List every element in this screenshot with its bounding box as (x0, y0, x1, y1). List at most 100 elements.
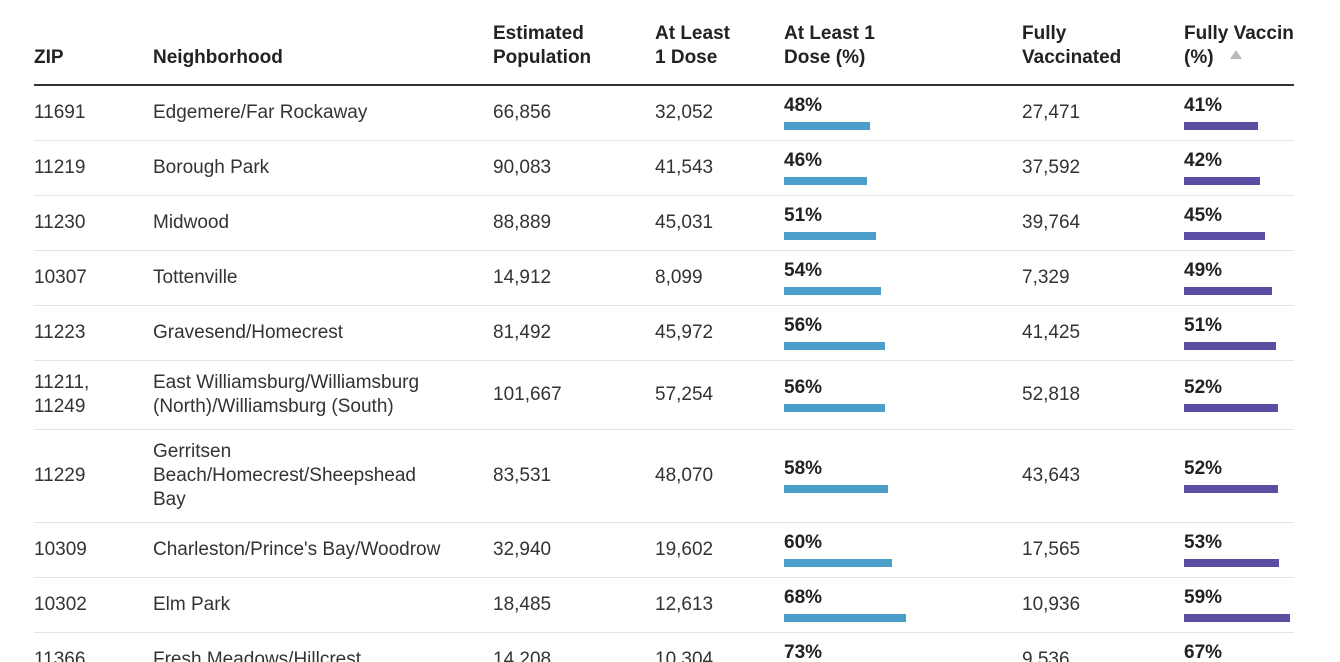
cell-population: 83,531 (493, 429, 655, 523)
cell-neighborhood: Tottenville (153, 250, 493, 306)
pct-label: 51% (784, 205, 823, 226)
cell-full-pct: 53% (1184, 522, 1294, 578)
cell-dose1-pct: 48% (784, 85, 1022, 141)
pct-bar (784, 122, 871, 130)
cell-dose1: 32,052 (655, 85, 784, 141)
pct-label: 48% (784, 95, 823, 116)
pct-label: 59% (1184, 587, 1223, 608)
cell-neighborhood: East Williamsburg/Williamsburg (North)/W… (153, 360, 493, 430)
table-row: 11230 Midwood 88,889 45,031 51% 39,764 45% (34, 195, 1294, 251)
cell-full-pct: 52% (1184, 429, 1294, 523)
cell-zip: 11219 (34, 140, 153, 196)
column-header: At Least 1 Dose (%) (784, 22, 1022, 86)
pct-bar (1184, 122, 1258, 130)
table-row: 10302 Elm Park 18,485 12,613 68% 10,936 59% (34, 577, 1294, 633)
table-body: 11691 Edgemere/Far Rockaway 66,856 32,052 48… (34, 85, 1294, 662)
cell-neighborhood: Elm Park (153, 577, 493, 633)
cell-population: 32,940 (493, 522, 655, 578)
cell-population: 14,912 (493, 250, 655, 306)
cell-zip: 11691 (34, 85, 153, 141)
cell-population: 90,083 (493, 140, 655, 196)
column-header-text: At Least 1 Dose (%) (784, 23, 875, 68)
cell-dose1: 45,031 (655, 195, 784, 251)
cell-dose1: 12,613 (655, 577, 784, 633)
column-header-text: Neighborhood (153, 47, 283, 68)
cell-full: 52,818 (1022, 360, 1184, 430)
pct-label: 46% (784, 150, 823, 171)
column-header: Neighborhood (153, 22, 493, 86)
cell-population: 88,889 (493, 195, 655, 251)
cell-dose1-pct: 56% (784, 305, 1022, 361)
cell-zip: 11366 (34, 632, 153, 662)
pct-label: 68% (784, 587, 823, 608)
pct-label: 52% (1184, 458, 1223, 479)
cell-dose1-pct: 73% (784, 632, 1022, 662)
cell-dose1: 10,304 (655, 632, 784, 662)
cell-neighborhood: Midwood (153, 195, 493, 251)
cell-full: 9,536 (1022, 632, 1184, 662)
column-header-text: Fully Vaccinated (1022, 23, 1122, 68)
pct-bar (784, 177, 867, 185)
cell-full: 41,425 (1022, 305, 1184, 361)
cell-neighborhood: Gerritsen Beach/Homecrest/Sheepshead Bay (153, 429, 493, 523)
sort-arrow (1229, 50, 1242, 59)
vaccination-table: ZIP Neighborhood Estimated Population At Le… (34, 22, 1294, 662)
cell-dose1-pct: 58% (784, 429, 1022, 523)
cell-full: 39,764 (1022, 195, 1184, 251)
cell-dose1-pct: 54% (784, 250, 1022, 306)
cell-full: 10,936 (1022, 577, 1184, 633)
cell-full-pct: 45% (1184, 195, 1294, 251)
cell-dose1-pct: 68% (784, 577, 1022, 633)
pct-label: 51% (1184, 315, 1223, 336)
cell-population: 81,492 (493, 305, 655, 361)
cell-full: 43,643 (1022, 429, 1184, 523)
cell-zip: 10302 (34, 577, 153, 633)
cell-full: 17,565 (1022, 522, 1184, 578)
pct-bar (784, 342, 885, 350)
table-row: 10309 Charleston/Prince's Bay/Woodrow 32,9… (34, 522, 1294, 578)
pct-label: 73% (784, 642, 823, 662)
cell-full-pct: 67% (1184, 632, 1294, 662)
pct-bar (784, 404, 885, 412)
pct-bar (1184, 404, 1278, 412)
pct-label: 56% (784, 315, 823, 336)
pct-label: 49% (1184, 260, 1223, 281)
cell-neighborhood: Gravesend/Homecrest (153, 305, 493, 361)
pct-bar (784, 287, 882, 295)
pct-label: 60% (784, 532, 823, 553)
pct-bar (1184, 342, 1276, 350)
cell-full-pct: 49% (1184, 250, 1294, 306)
pct-label: 53% (1184, 532, 1223, 553)
cell-population: 18,485 (493, 577, 655, 633)
cell-full: 37,592 (1022, 140, 1184, 196)
cell-zip: 10307 (34, 250, 153, 306)
cell-dose1-pct: 56% (784, 360, 1022, 430)
pct-bar (784, 614, 907, 622)
cell-neighborhood: Fresh Meadows/Hillcrest (153, 632, 493, 662)
table-row: 11211, 11249 East Williamsburg/Williamsbu… (34, 360, 1294, 430)
cell-full: 27,471 (1022, 85, 1184, 141)
table-row: 11229 Gerritsen Beach/Homecrest/Sheepshea… (34, 429, 1294, 523)
cell-zip: 10309 (34, 522, 153, 578)
cell-dose1: 48,070 (655, 429, 784, 523)
pct-bar (1184, 177, 1260, 185)
pct-label: 54% (784, 260, 823, 281)
cell-zip: 11230 (34, 195, 153, 251)
cell-full-pct: 52% (1184, 360, 1294, 430)
column-header-text: ZIP (34, 47, 64, 68)
header-row: ZIP Neighborhood Estimated Population At Le… (34, 22, 1294, 86)
cell-neighborhood: Edgemere/Far Rockaway (153, 85, 493, 141)
cell-full: 7,329 (1022, 250, 1184, 306)
column-header-text: Fully Vaccinated (%) (1184, 23, 1294, 68)
column-header: Fully Vaccinated (1022, 22, 1184, 86)
pct-bar (1184, 559, 1280, 567)
cell-neighborhood: Borough Park (153, 140, 493, 196)
column-header: At Least 1 Dose (655, 22, 784, 86)
pct-label: 45% (1184, 205, 1223, 226)
table-viewport: ZIP Neighborhood Estimated Population At Le… (34, 22, 1294, 662)
table-row: 11219 Borough Park 90,083 41,543 46% 37,592 42… (34, 140, 1294, 196)
cell-neighborhood: Charleston/Prince's Bay/Woodrow (153, 522, 493, 578)
pct-label: 58% (784, 458, 823, 479)
cell-full-pct: 59% (1184, 577, 1294, 633)
